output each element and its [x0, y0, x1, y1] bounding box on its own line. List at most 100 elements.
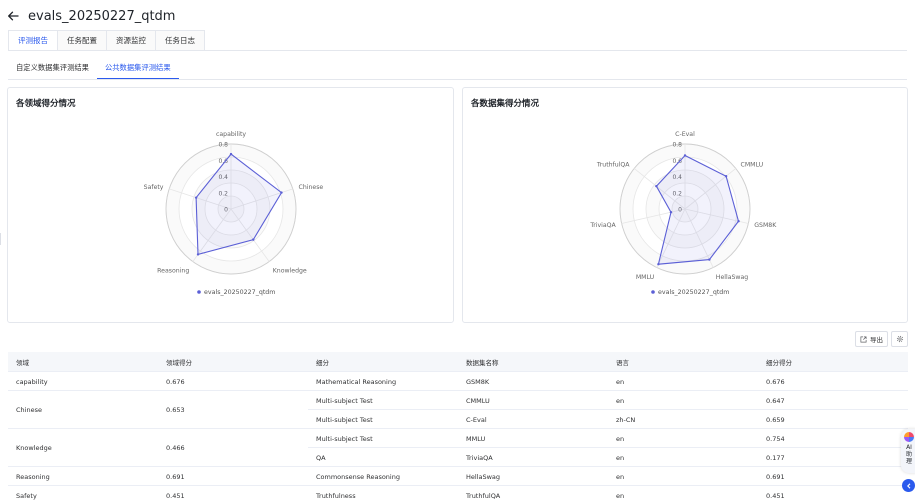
legend-label: evals_20250227_qtdm: [204, 289, 275, 296]
radar-spoke: [621, 208, 686, 224]
radar-data-point: [737, 220, 740, 223]
table-cell-subcategory: Truthfulness: [316, 491, 356, 500]
radar-data-point: [708, 258, 711, 261]
chevron-left-icon: [906, 482, 910, 489]
radar-tick-label: 0.6: [672, 158, 682, 165]
radar-data-point: [669, 211, 673, 214]
row-divider: [308, 447, 908, 448]
radar-spoke: [230, 208, 270, 262]
table-cell-domain: capability: [16, 377, 48, 386]
table-cell-dataset: MMLU: [466, 434, 486, 443]
column-header-language: 语言: [616, 358, 629, 367]
radar-series-area: [655, 154, 740, 265]
radar-data-point: [252, 238, 255, 241]
radar-axis-label: GSM8K: [754, 222, 777, 229]
export-label: 导出: [870, 336, 883, 344]
radar-spoke: [684, 168, 737, 210]
back-arrow-icon[interactable]: [6, 9, 20, 23]
tab-resource-monitor[interactable]: 资源监控: [107, 30, 156, 51]
table-cell-domain-score: 0.676: [166, 377, 185, 386]
table-cell-language: en: [616, 472, 625, 481]
table-cell-domain-score: 0.466: [166, 444, 185, 452]
group-divider: [8, 390, 908, 391]
settings-button[interactable]: [891, 331, 908, 347]
radar-data-point: [683, 154, 687, 157]
dataset-card-title: 各数据集得分情况: [471, 99, 540, 109]
domain-card-title: 各领域得分情况: [16, 99, 76, 109]
radar-data-point: [229, 152, 233, 156]
table-cell-subscore: 0.676: [766, 377, 785, 386]
radar-tick-label: 0.4: [672, 174, 682, 181]
table-cell-domain: Knowledge: [16, 444, 52, 452]
radar-axis-label: Chinese: [299, 184, 324, 191]
column-header-dataset: 数据集名称: [466, 358, 499, 367]
table-cell-domain-score: 0.451: [166, 491, 185, 500]
table-cell-domain: Chinese: [16, 406, 42, 414]
table-cell-domain: Reasoning: [16, 472, 50, 481]
radar-tick-label: 0: [678, 207, 682, 214]
subtab-custom-dataset[interactable]: 自定义数据集评测结果: [16, 63, 89, 72]
ai-assistant-label-2: 助: [905, 451, 912, 458]
gear-icon: [896, 335, 903, 343]
table-cell-dataset: HellaSwag: [466, 472, 501, 481]
subtabs-divider: [8, 79, 907, 80]
legend-label: evals_20250227_qtdm: [658, 289, 729, 296]
group-divider: [8, 485, 908, 486]
radar-axis-label: TruthfulQA: [596, 162, 630, 169]
table-cell-subcategory: QA: [316, 453, 326, 462]
score-table: 领域 领域得分 细分 数据集名称 语言 细分得分 capability 0.676…: [8, 352, 908, 500]
table-cell-language: en: [616, 396, 625, 405]
tabs-divider: [8, 50, 907, 51]
radar-axis-label: Safety: [144, 184, 164, 191]
radar-axis-label: MMLU: [636, 274, 654, 281]
radar-tick-label: 0: [224, 207, 228, 214]
radar-spoke: [656, 208, 686, 268]
table-cell-subcategory: Multi-subject Test: [316, 434, 373, 443]
radar-axis-label: Reasoning: [157, 267, 189, 274]
tab-task-config[interactable]: 任务配置: [58, 30, 107, 51]
table-cell-subcategory: Commonsense Reasoning: [316, 472, 400, 481]
tab-report[interactable]: 评测报告: [8, 30, 58, 51]
table-cell-language: en: [616, 377, 625, 386]
subtab-public-dataset[interactable]: 公共数据集评测结果: [96, 58, 179, 80]
page-title: evals_20250227_qtdm: [28, 8, 176, 24]
table-cell-domain: Safety: [16, 491, 37, 500]
radar-tick-label: 0.6: [218, 158, 228, 165]
table-cell-subcategory: Mathematical Reasoning: [316, 377, 397, 386]
ai-assistant-label-3: 理: [905, 458, 912, 465]
radar-tick-label: 0.2: [672, 190, 682, 197]
radar-axis-label: CMMLU: [741, 162, 764, 169]
radar-spoke: [684, 208, 714, 268]
table-cell-language: en: [616, 491, 625, 500]
collapse-button[interactable]: [902, 479, 915, 492]
ai-assistant-label-1: AI: [906, 444, 912, 451]
table-cell-domain-score: 0.653: [166, 406, 185, 414]
table-cell-subscore: 0.659: [766, 415, 785, 424]
radar-axis-label: Knowledge: [273, 267, 307, 274]
radar-data-point: [280, 191, 283, 194]
table-cell-domain-score: 0.691: [166, 472, 185, 481]
column-header-domain: 领域: [16, 358, 29, 367]
column-header-subscore: 细分得分: [766, 358, 792, 367]
radar-tick-label: 0.2: [218, 190, 228, 197]
radar-data-point: [194, 196, 198, 199]
row-divider: [308, 409, 908, 410]
radar-data-point: [196, 253, 200, 256]
table-cell-subscore: 0.451: [766, 491, 785, 500]
radar-axis-label: HellaSwag: [716, 274, 748, 281]
page-header: evals_20250227_qtdm: [6, 6, 175, 26]
table-cell-language: en: [616, 453, 625, 462]
table-body: capability 0.676 Mathematical Reasoning GSM…: [8, 372, 908, 500]
side-collapse-handle[interactable]: [0, 233, 2, 245]
export-button[interactable]: 导出: [855, 331, 888, 347]
tab-task-log[interactable]: 任务日志: [156, 30, 205, 51]
main-tabs: 评测报告 任务配置 资源监控 任务日志: [8, 30, 205, 51]
domain-score-card: 各领域得分情况 0 0.2 0.4 0.6 0.8 capability Chinese Kn…: [7, 87, 454, 323]
table-header: 领域 领域得分 细分 数据集名称 语言 细分得分: [8, 352, 908, 372]
domain-radar-chart: 0 0.2 0.4 0.6 0.8 capability Chinese Knowledge R…: [144, 131, 324, 296]
table-cell-dataset: TruthfulQA: [466, 491, 501, 500]
table-cell-dataset: GSM8K: [466, 377, 490, 386]
table-cell-subscore: 0.754: [766, 434, 785, 443]
dataset-radar-chart: 0 0.2 0.4 0.6 0.8 C-Eval CMMLU GSM8K HellaSwag MM…: [589, 131, 777, 296]
ai-assistant-button[interactable]: AI 助 理: [901, 429, 915, 473]
